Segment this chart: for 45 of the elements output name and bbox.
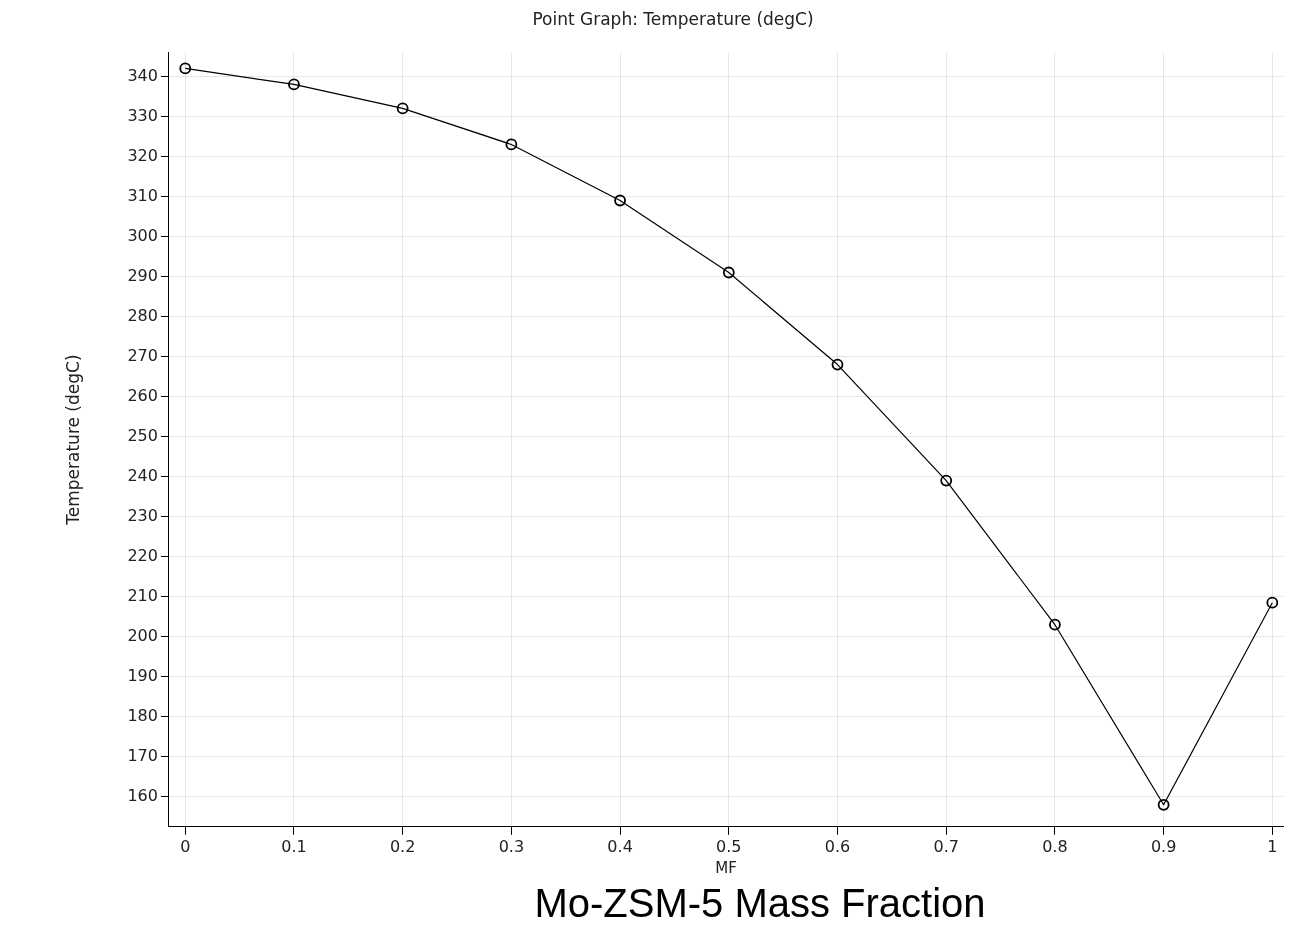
- y-tick-label: 210: [127, 585, 158, 605]
- x-tick-label: 0.5: [716, 836, 742, 856]
- x-tick-label: 0.2: [389, 836, 416, 856]
- y-tick-label: 190: [127, 665, 158, 685]
- point: [940, 474, 953, 487]
- y-tick-label: 250: [127, 425, 158, 445]
- x-tick-label: 0: [180, 836, 191, 856]
- x-tick-label: 0.4: [607, 836, 633, 856]
- y-axis-title: Temperature (degC): [62, 354, 83, 526]
- y-tick-label: 240: [127, 465, 158, 485]
- x-tick-label: 1: [1267, 836, 1278, 856]
- point: [1049, 618, 1061, 631]
- y-tick-label: 330: [127, 105, 158, 125]
- y-tick-label: 310: [127, 185, 158, 205]
- x-axis-title: MF: [715, 858, 737, 877]
- point: [179, 62, 192, 75]
- point: [505, 138, 518, 151]
- y-tick-label: 220: [127, 545, 158, 565]
- x-tick-label: 0.7: [933, 836, 959, 856]
- point: [614, 194, 626, 207]
- y-tick-label: 340: [127, 65, 158, 85]
- x-tick-label: 0.8: [1042, 836, 1068, 856]
- y-tick-label: 180: [127, 705, 158, 725]
- y-tick-label: 320: [127, 145, 158, 165]
- text: Mo-ZSM-5 Mass Fraction: [533, 880, 987, 927]
- y-tick-label: 270: [127, 345, 158, 365]
- x-tick-label: 0.3: [498, 836, 525, 856]
- x-tick-label: 0.9: [1150, 836, 1177, 856]
- point: [1266, 596, 1279, 609]
- y-tick-label: 200: [127, 625, 158, 645]
- y-tick-label: 170: [127, 745, 158, 765]
- y-tick-label: 260: [127, 385, 158, 405]
- point: [831, 358, 844, 371]
- chart-title: Point Graph: Temperature (degC): [532, 8, 814, 29]
- y-tick-label: 230: [127, 505, 158, 525]
- point: [722, 266, 735, 279]
- point: [396, 102, 409, 115]
- y-tick-label: 160: [127, 785, 158, 805]
- y-tick-label: 290: [127, 265, 158, 285]
- x-tick-label: 0.1: [281, 836, 307, 856]
- y-tick-label: 280: [127, 305, 158, 325]
- point: [288, 78, 300, 91]
- x-tick-label: 0.6: [824, 836, 851, 856]
- y-tick-label: 300: [127, 225, 158, 245]
- point: [1157, 798, 1170, 811]
